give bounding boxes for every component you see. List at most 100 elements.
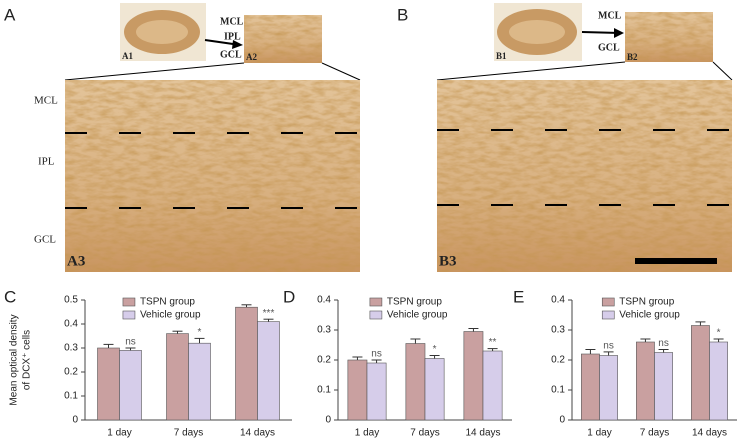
y-tick-label: 0.3 <box>551 325 565 336</box>
error-bar <box>640 338 651 342</box>
panel-label: A <box>4 5 16 24</box>
layer-label: GCL <box>220 49 242 60</box>
y-tick-label: 0.4 <box>317 295 331 306</box>
significance: ns <box>371 349 382 360</box>
x-tick-label: 14 days <box>240 428 275 439</box>
significance: ns <box>603 341 614 352</box>
bar <box>257 321 280 421</box>
inset-texture <box>244 15 322 63</box>
section-core <box>509 20 565 44</box>
image-label: A1 <box>122 51 133 61</box>
error-bar <box>695 321 706 326</box>
panel-label: E <box>513 287 524 306</box>
legend-swatch <box>601 310 615 320</box>
error-bar <box>658 349 669 353</box>
y-tick-label: 0.2 <box>317 355 331 366</box>
bar <box>366 362 387 421</box>
error-bar <box>487 348 498 351</box>
y-tick-label: 0.4 <box>551 295 565 306</box>
error-bar <box>585 349 596 354</box>
legend-label: Vehicle group <box>387 310 448 321</box>
bar <box>347 359 368 421</box>
bar <box>97 347 120 421</box>
y-tick-label: 0 <box>559 415 565 426</box>
inset-texture <box>625 12 713 62</box>
scale-bar <box>635 258 717 264</box>
layer-label: MCL <box>598 10 622 21</box>
legend-label: Vehicle group <box>140 310 201 321</box>
legend-swatch <box>122 297 136 307</box>
layer-label: MCL <box>220 16 244 27</box>
image-label: B1 <box>496 51 507 61</box>
layer-label: IPL <box>38 156 55 168</box>
y-tick-label: 0.1 <box>551 385 565 396</box>
error-bar <box>603 351 614 356</box>
bar <box>424 358 445 421</box>
arrowhead <box>232 40 243 49</box>
legend-swatch <box>601 297 615 307</box>
x-tick-label: 7 days <box>640 428 669 439</box>
zoom-line <box>64 62 245 81</box>
y-axis-label: of DCX⁺ cells <box>22 330 33 390</box>
error-bar <box>410 338 421 344</box>
y-tick-label: 0.1 <box>317 385 331 396</box>
y-tick-label: 0.2 <box>64 367 78 378</box>
bar <box>166 333 189 421</box>
significance: * <box>198 327 202 338</box>
y-axis-label: Mean optical density <box>9 314 20 405</box>
x-tick-label: 1 day <box>587 428 611 439</box>
legend-swatch <box>369 297 383 307</box>
image-label: A3 <box>67 253 85 269</box>
zoom-line <box>321 62 361 81</box>
zoom-line <box>712 61 733 81</box>
y-tick-label: 0.1 <box>64 391 78 402</box>
error-bar <box>429 355 440 359</box>
y-tick-label: 0.3 <box>64 343 78 354</box>
bar <box>691 325 710 421</box>
x-tick-label: 7 days <box>410 428 439 439</box>
layer-label: MCL <box>34 95 58 107</box>
significance: ns <box>125 337 136 348</box>
legend-swatch <box>122 310 136 320</box>
legend-label: Vehicle group <box>619 310 680 321</box>
layer-label: GCL <box>34 234 56 246</box>
error-bar <box>103 343 114 348</box>
x-tick-label: 1 day <box>107 428 131 439</box>
error-bar <box>352 356 363 360</box>
layer-label: IPL <box>224 31 241 42</box>
significance: ns <box>658 338 669 349</box>
x-tick-label: 14 days <box>465 428 500 439</box>
bar <box>405 343 426 421</box>
panel-label: D <box>283 287 295 306</box>
layer-label: GCL <box>598 42 620 53</box>
micrograph-texture <box>437 80 732 272</box>
significance: * <box>717 328 721 339</box>
legend-label: TSPN group <box>387 297 442 308</box>
bar <box>654 352 673 421</box>
y-tick-label: 0.5 <box>64 295 78 306</box>
arrow <box>581 31 621 34</box>
error-bar <box>241 304 252 308</box>
bar <box>463 331 484 421</box>
error-bar <box>713 338 724 342</box>
panel-label: C <box>4 287 16 306</box>
image-label: B3 <box>439 253 457 269</box>
panel-label: B <box>397 5 408 24</box>
error-bar <box>125 347 136 351</box>
significance: * <box>433 344 437 355</box>
legend-swatch <box>369 310 383 320</box>
bar <box>636 341 655 421</box>
y-tick-label: 0 <box>325 415 331 426</box>
significance: *** <box>263 308 275 319</box>
error-bar <box>172 330 183 334</box>
bar <box>581 353 600 421</box>
bar <box>119 350 142 421</box>
bar <box>599 355 618 421</box>
image-label: A2 <box>246 52 257 62</box>
x-tick-label: 1 day <box>355 428 379 439</box>
x-tick-label: 7 days <box>174 428 203 439</box>
error-bar <box>371 359 382 363</box>
arrowhead <box>614 28 624 38</box>
error-bar <box>468 328 479 332</box>
legend-label: TSPN group <box>619 297 674 308</box>
